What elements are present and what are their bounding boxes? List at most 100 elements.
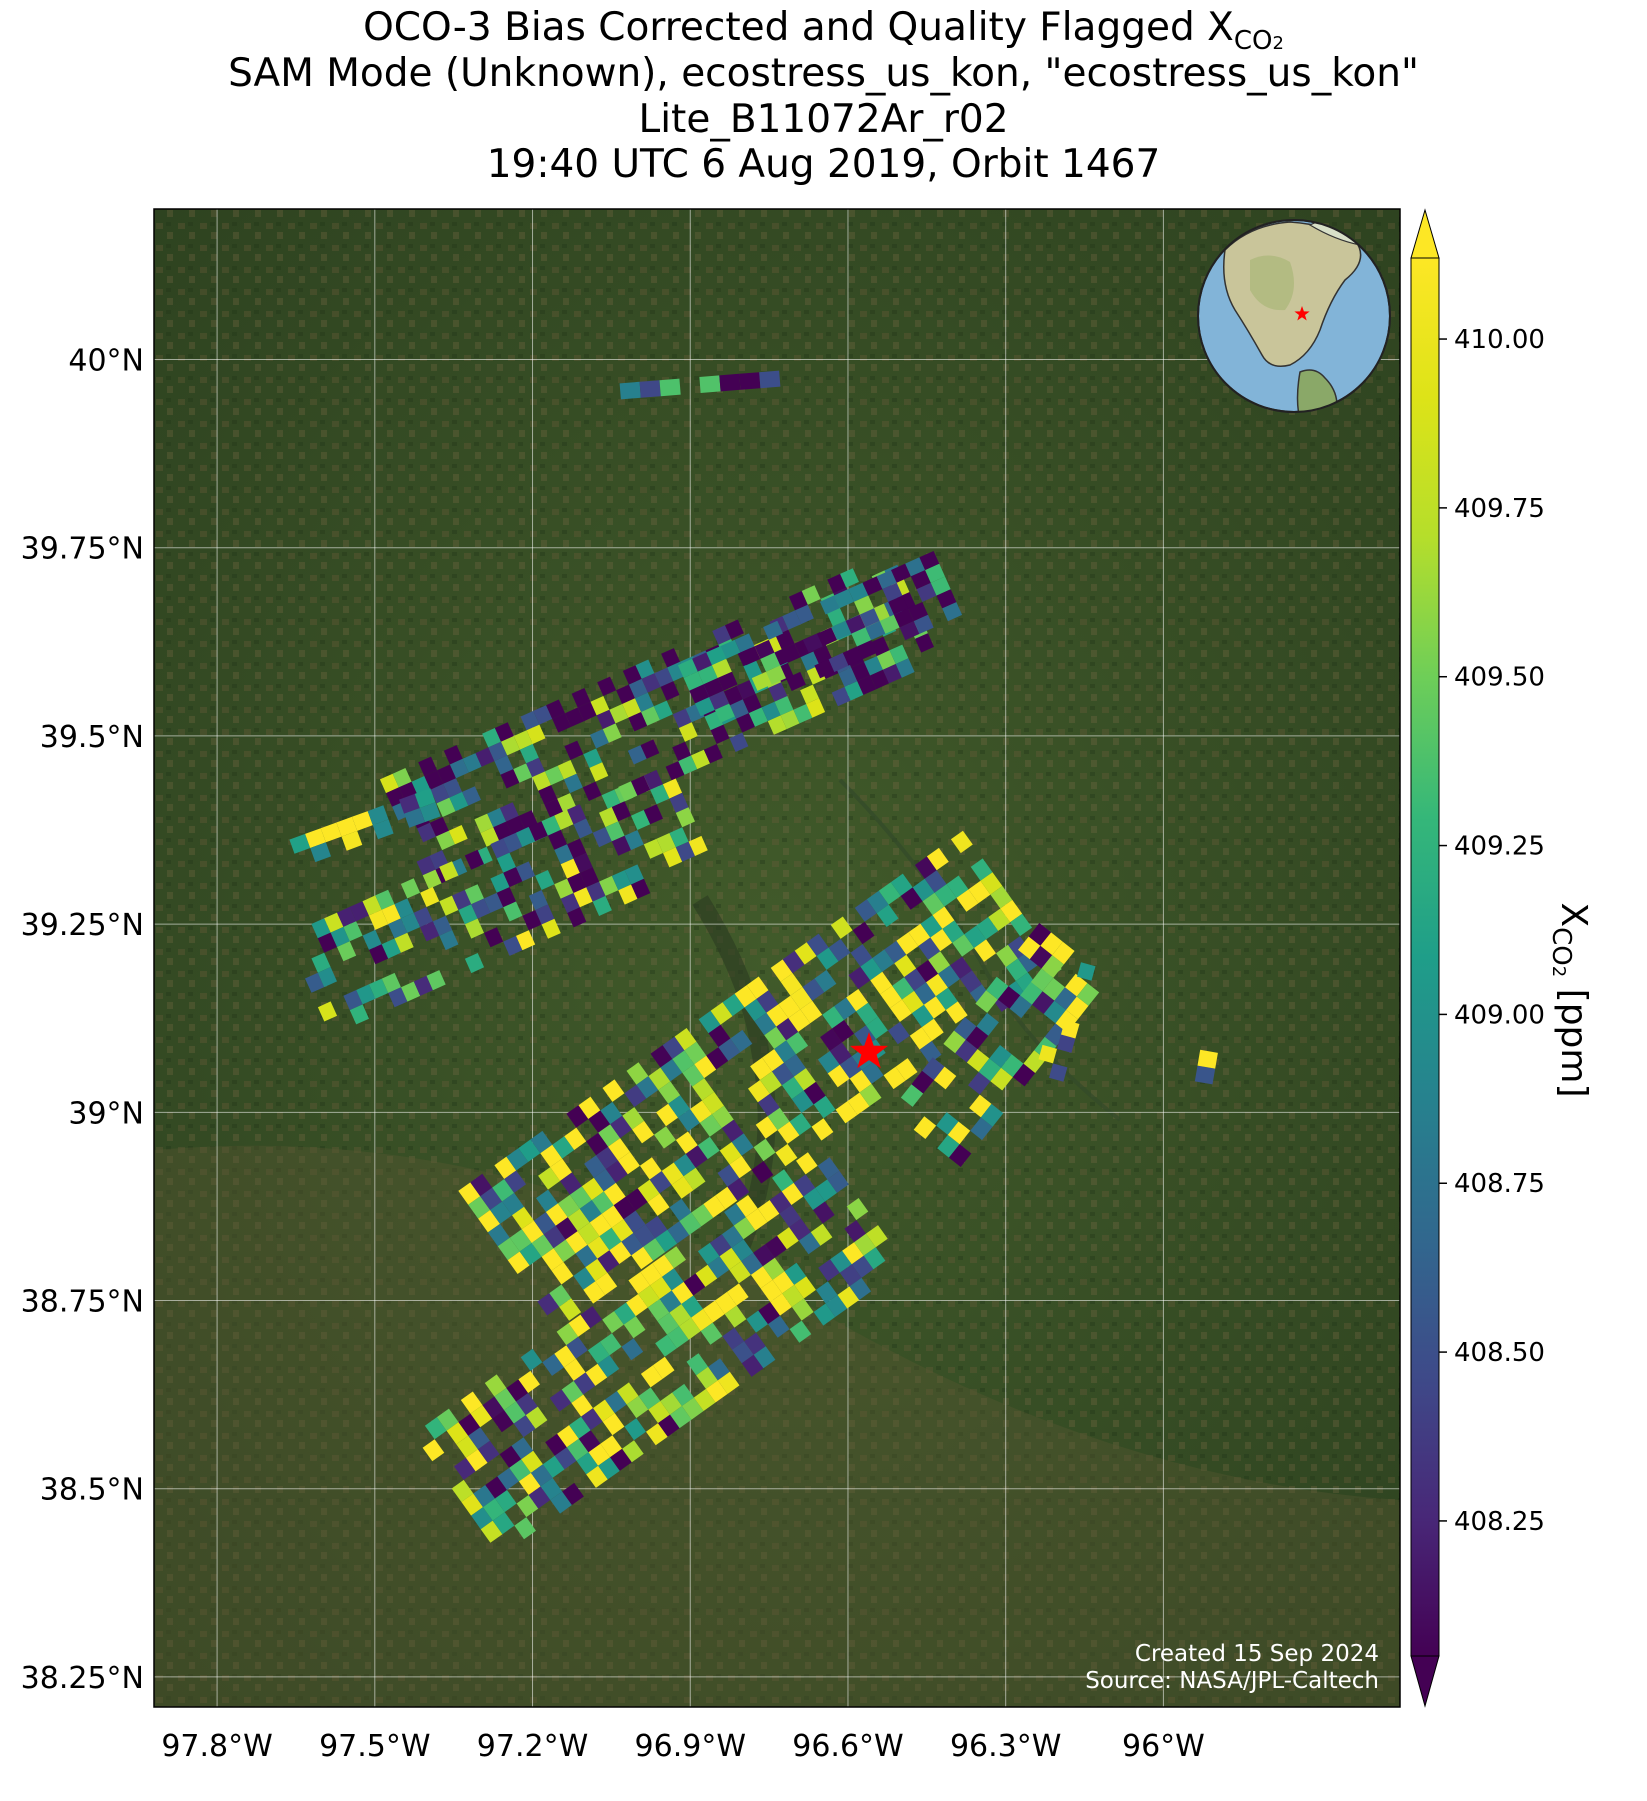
sounding-footprint: [381, 904, 401, 925]
sounding-footprint: [649, 1171, 672, 1194]
colorbar-tick-label: 409.50: [1454, 663, 1545, 693]
sounding-footprint: [986, 976, 1009, 1000]
sounding-footprint: [910, 570, 931, 590]
sounding-footprint: [782, 610, 802, 630]
sounding-footprint: [628, 712, 648, 732]
sounding-footprint: [650, 784, 670, 805]
map-panel[interactable]: [153, 208, 1401, 1708]
sounding-footprint: [589, 762, 609, 782]
sounding-footprint: [882, 582, 903, 602]
sounding-footprint: [723, 685, 743, 706]
sounding-footprint: [506, 1379, 529, 1402]
sounding-footprint: [492, 1179, 515, 1202]
sounding-footprint: [849, 1277, 872, 1300]
sounding-footprint: [509, 1459, 531, 1482]
sounding-footprint: [766, 665, 786, 685]
sounding-footprint: [911, 1004, 934, 1028]
sounding-footprint: [564, 1358, 586, 1381]
sounding-footprint: [699, 375, 721, 393]
sounding-footprint: [487, 1223, 510, 1247]
sounding-footprint: [337, 906, 357, 927]
sounding-footprint: [780, 709, 800, 730]
sounding-footprint: [597, 1355, 620, 1378]
sounding-footprint: [772, 1169, 794, 1192]
sounding-footprint: [454, 1457, 476, 1480]
basemap-field-texture: [154, 209, 1400, 1707]
sounding-footprint: [719, 1247, 742, 1270]
sounding-footprint: [911, 1070, 934, 1094]
sounding-footprint: [810, 1223, 833, 1246]
sounding-footprint: [793, 1068, 816, 1091]
sounding-footprint: [895, 1058, 918, 1081]
sounding-footprint: [513, 1415, 536, 1438]
sounding-footprint: [670, 1406, 692, 1429]
sounding-footprint: [468, 1427, 490, 1450]
lat-tick-label: 38.25°N: [21, 1661, 144, 1696]
sounding-footprint: [349, 901, 369, 922]
sounding-footprint: [1018, 936, 1041, 960]
sounding-footprint: [688, 835, 708, 856]
sounding-footprint: [375, 889, 395, 910]
sounding-footprint: [579, 867, 600, 888]
sounding-footprint: [598, 1124, 621, 1147]
sounding-footprint: [516, 861, 536, 882]
sounding-footprint: [509, 1229, 532, 1252]
sounding-footprint: [656, 833, 676, 853]
sounding-footprint: [762, 1257, 785, 1280]
sounding-footprint: [577, 1222, 600, 1245]
sounding-footprint: [464, 953, 485, 974]
sounding-footprint: [490, 1201, 512, 1224]
sounding-footprint: [776, 1018, 799, 1041]
sounding-footprint: [488, 741, 508, 762]
sounding-footprint: [921, 1018, 944, 1041]
sounding-footprint: [648, 1067, 671, 1090]
sounding-footprint: [796, 1152, 818, 1175]
sounding-footprint: [1040, 932, 1063, 956]
sounding-footprint: [449, 758, 469, 779]
sounding-footprint: [619, 381, 641, 400]
sounding-footprint: [740, 646, 761, 666]
sounding-footprint: [710, 1002, 733, 1025]
sounding-footprint: [834, 997, 857, 1020]
sounding-footprint: [779, 1205, 802, 1228]
sounding-footprint: [817, 1157, 840, 1180]
sounding-footprint: [865, 621, 886, 641]
sounding-footprint: [1052, 941, 1075, 965]
sounding-footprint: [573, 818, 593, 839]
sounding-footprint: [692, 652, 712, 672]
sounding-footprint: [860, 958, 883, 981]
sounding-footprint: [494, 1388, 517, 1411]
sounding-footprint: [980, 872, 1003, 895]
axis-tick-labels: 97.8°W 97.5°W 97.2°W 96.9°W 96.6°W 96.3°W 96°W…: [21, 344, 1205, 1764]
sounding-footprint: [720, 639, 741, 659]
lon-tick-label: 97.2°W: [477, 1729, 588, 1764]
sounding-footprint: [504, 1401, 526, 1424]
sounding-footprint: [541, 1248, 564, 1271]
sounding-footprint: [597, 1250, 620, 1273]
sounding-footprint: [696, 1366, 718, 1389]
lat-tick-label: 39.5°N: [40, 720, 144, 755]
sounding-footprint: [775, 1143, 798, 1167]
sounding-footprint: [695, 697, 715, 717]
sounding-footprint: [430, 783, 450, 804]
sounding-footprint: [794, 942, 817, 965]
sounding-footprint: [819, 595, 840, 615]
sounding-footprint: [672, 1383, 694, 1406]
sounding-footprint: [436, 1408, 459, 1431]
sounding-footprint: [765, 1235, 787, 1258]
lon-tick-label: 97.5°W: [319, 1729, 430, 1764]
sounding-footprint: [678, 1109, 700, 1132]
sounding-footprint: [754, 1012, 777, 1036]
sounding-footprint: [1066, 996, 1089, 1020]
sounding-footprint: [827, 1064, 850, 1088]
lon-tick-label: 96.9°W: [635, 1729, 746, 1764]
sounding-footprint: [484, 1374, 507, 1397]
sounding-footprint: [883, 1066, 906, 1090]
sounding-footprint: [777, 1227, 799, 1250]
sounding-footprint: [587, 1341, 610, 1364]
sounding-footprint: [718, 1038, 741, 1061]
sounding-footprint: [362, 895, 382, 916]
sounding-footprint: [750, 1266, 773, 1289]
sounding-footprint: [566, 1438, 589, 1461]
sounding-footprint: [827, 1170, 849, 1193]
